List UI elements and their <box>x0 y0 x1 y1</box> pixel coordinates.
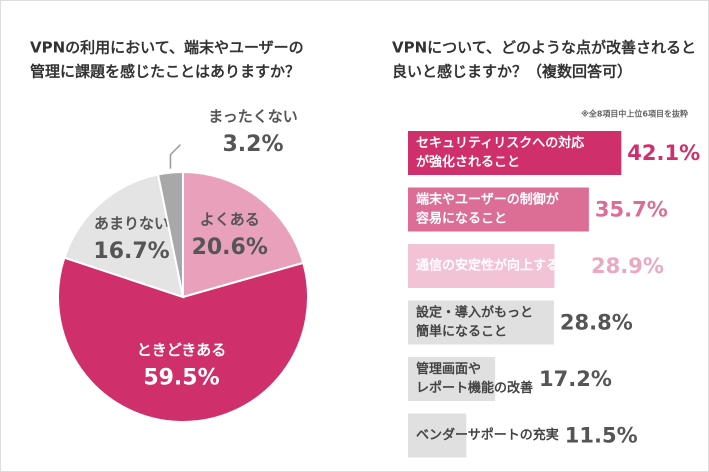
chart-title: VPNについて、どのような点が改善されると <box>392 39 696 57</box>
bar <box>408 300 554 345</box>
slice-value: 59.5% <box>143 366 219 391</box>
leader-line <box>169 144 181 169</box>
value-label: 11.5% <box>565 424 638 448</box>
bar-label: 通信の安定性が向上すること <box>416 258 585 274</box>
slice-label: ときどきある <box>137 341 227 359</box>
pie-slice <box>63 173 185 299</box>
pie-slice <box>182 170 305 299</box>
bar-label: セキュリティリスクへの対応 <box>416 135 584 151</box>
slice-label: よくある <box>200 211 260 229</box>
bar <box>408 357 496 401</box>
value-label: 42.1% <box>627 141 700 165</box>
chart-title: 良いと感じますか？（複数回答可） <box>392 63 632 81</box>
bar <box>408 244 555 288</box>
value-label: 28.9% <box>591 254 664 278</box>
slice-label: あまりない <box>94 215 169 233</box>
pie-slice <box>156 170 184 298</box>
bar-label: レポート機能の改善 <box>416 380 533 396</box>
note: ※全8項目中上位6項目を抜粋 <box>581 109 688 119</box>
bar-label: 容易になること <box>415 211 507 227</box>
value-label: 35.7% <box>595 198 668 222</box>
slice-label: まったくない <box>208 108 297 126</box>
bar <box>408 131 622 175</box>
slice-value: 3.2% <box>222 132 283 157</box>
bar-label: が強化されること <box>416 154 520 170</box>
bar-label: ベンダーサポートの充実 <box>416 427 559 443</box>
value-label: 28.8% <box>560 311 633 335</box>
bar <box>408 187 589 232</box>
bar-label: 簡単になること <box>415 324 507 340</box>
chart-title: 管理に課題を感じたことはありますか？ <box>30 63 300 81</box>
bar-label: 設定・導入がもっと <box>416 305 533 321</box>
value-label: 17.2% <box>539 367 612 391</box>
bar-label: 端末やユーザーの制御が <box>416 192 559 208</box>
bar <box>408 413 467 458</box>
slice-value: 16.7% <box>93 239 169 264</box>
chart-title: VPNの利用において、端末やユーザーの <box>30 39 304 57</box>
bar-label: 管理画面や <box>416 361 481 377</box>
slice-value: 20.6% <box>192 235 268 260</box>
pie-slice <box>57 256 309 423</box>
